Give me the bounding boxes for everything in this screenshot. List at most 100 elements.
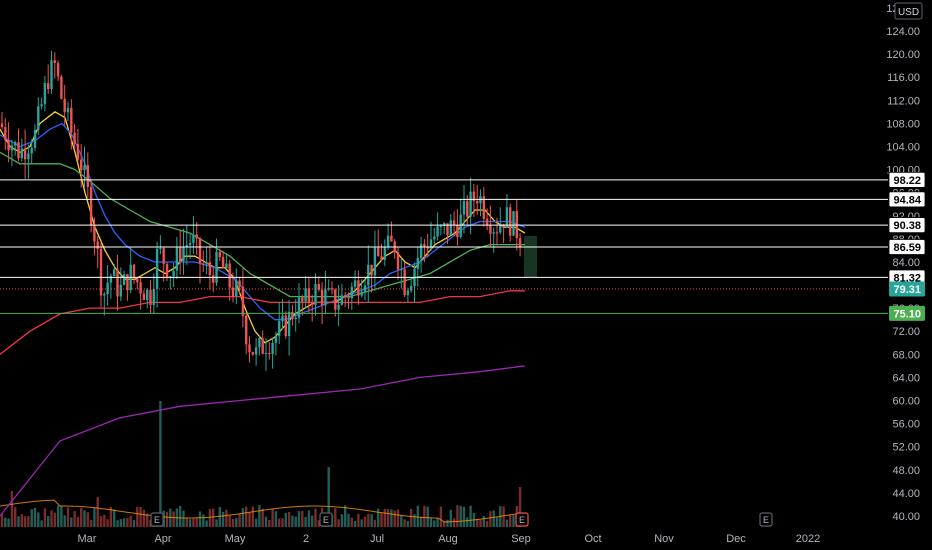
volume-bar	[386, 509, 390, 527]
volume-bar	[340, 514, 344, 527]
candle-body	[357, 280, 360, 296]
candle-body	[410, 286, 413, 291]
candle-body	[175, 247, 179, 271]
volume-bar	[251, 506, 254, 527]
volume-bar	[109, 506, 113, 527]
candle-body	[509, 207, 512, 236]
volume-bar	[363, 516, 367, 527]
volume-bar	[459, 505, 462, 527]
candle-body	[60, 76, 63, 99]
horizontal-levels[interactable]	[0, 179, 888, 314]
candle-body	[268, 352, 271, 354]
volume-bar	[7, 518, 10, 527]
candle-body	[20, 148, 23, 159]
volume-bar	[195, 518, 198, 527]
volume-bar	[136, 506, 139, 527]
candle-body	[14, 142, 17, 146]
level-label: 75.10	[889, 305, 925, 321]
candle-body	[27, 153, 30, 160]
volume-bar	[264, 516, 268, 527]
candle-body	[179, 247, 182, 262]
candle-body	[63, 98, 66, 113]
volume-bar	[116, 520, 119, 527]
volume-bar	[287, 512, 291, 527]
volume-bar	[314, 508, 317, 527]
earnings-marker[interactable]: E	[759, 512, 773, 527]
volume-bar	[66, 507, 70, 527]
y-tick-label: 60.00	[892, 396, 920, 408]
candle-body	[469, 191, 472, 217]
x-tick-label: Mar	[78, 533, 97, 545]
volume-bar	[53, 512, 56, 527]
volume-bar	[37, 512, 40, 527]
candle-body	[261, 338, 264, 354]
candle-body	[192, 234, 195, 244]
volume-bar	[268, 519, 271, 527]
candle-body	[218, 251, 221, 258]
x-axis[interactable]: Mar Apr May 2 Jul Aug Sep Oct Nov Dec 2022	[78, 533, 821, 545]
candle-body	[86, 165, 89, 187]
candle-body	[40, 104, 43, 107]
volume-bar	[126, 517, 129, 527]
volume-bar	[89, 519, 93, 527]
volume-bar	[142, 509, 146, 527]
volume-bar	[350, 517, 353, 527]
volume-bar	[76, 516, 80, 527]
candle-body	[466, 201, 469, 217]
candle-body	[99, 248, 103, 296]
earnings-marker[interactable]: E	[515, 512, 529, 527]
earnings-icon: E	[154, 515, 160, 525]
candle-body	[17, 142, 20, 159]
candle-body	[499, 224, 502, 233]
candle-body	[476, 201, 479, 204]
candle-body	[314, 284, 317, 305]
volume-bar	[159, 401, 162, 527]
candle-body	[274, 336, 278, 343]
volume-bar	[446, 519, 449, 527]
candle-body	[235, 280, 238, 297]
volume-bar	[248, 512, 251, 527]
candle-body	[254, 347, 258, 355]
volume-bar	[188, 519, 192, 527]
candle-body	[264, 352, 268, 354]
volume-bar	[70, 517, 73, 527]
candle-body	[423, 244, 426, 247]
volume-bar	[40, 520, 43, 527]
volume-bar	[185, 517, 188, 527]
candle-body	[159, 248, 162, 250]
candle-body	[23, 148, 27, 160]
candle-body	[472, 191, 476, 202]
volume-bar	[317, 520, 320, 527]
candle-body	[284, 315, 287, 337]
volume-bar	[396, 509, 400, 527]
candle-body	[304, 288, 307, 302]
volume-bar	[271, 508, 274, 527]
y-tick-label: 64.00	[892, 372, 920, 384]
candle-body	[512, 211, 515, 236]
x-tick-label: Sep	[511, 533, 531, 545]
volume-bar	[129, 515, 132, 527]
y-tick-label: 124.00	[886, 26, 920, 38]
earnings-marker[interactable]: E	[150, 512, 164, 527]
volume-bar	[291, 515, 294, 527]
y-tick-label: 104.00	[886, 141, 920, 153]
volume-ma-line	[0, 499, 523, 523]
y-tick-label: 84.00	[892, 257, 920, 269]
currency-badge[interactable]: USD	[894, 2, 923, 20]
y-tick-label: 56.00	[892, 419, 920, 431]
candle-body	[155, 248, 159, 289]
volume-bar	[403, 519, 406, 527]
volume-bar	[423, 505, 426, 527]
candle-body	[353, 280, 357, 287]
candle-body	[122, 274, 126, 285]
candle-body	[505, 207, 509, 228]
candle-body	[80, 159, 83, 171]
moving-average-line	[0, 365, 526, 517]
earnings-marker[interactable]: E	[319, 512, 333, 527]
candle-body	[429, 239, 433, 249]
volume-bar	[192, 518, 195, 527]
candle-body	[297, 297, 301, 318]
candle-body	[238, 280, 241, 287]
